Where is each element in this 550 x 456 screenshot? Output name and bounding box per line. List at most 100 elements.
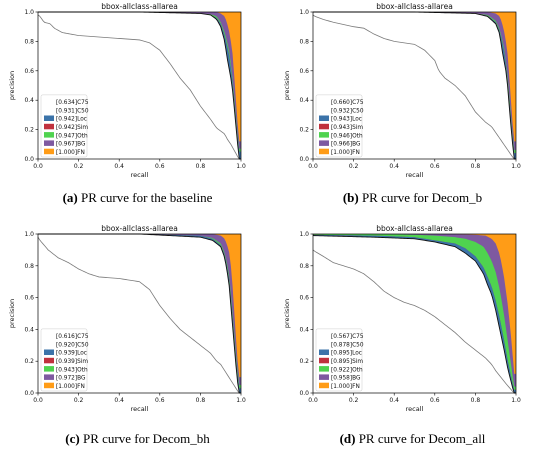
y-tick-label: 1.0 (24, 9, 34, 16)
y-tick-label: 0.6 (299, 295, 309, 302)
pr-chart-c: bbox-allclass-allarea 0.0 0.2 0.4 0.6 0.8 1.0 0… (8, 224, 246, 413)
legend-label-c75: [0.616]C75 (56, 334, 89, 340)
legend-swatch-loc (319, 349, 329, 355)
legend-label-c75: [0.567]C75 (331, 334, 364, 340)
legend-swatch-sim (44, 357, 54, 364)
legend-label-sim: [0.943]Sim (331, 125, 363, 131)
x-tick-label: 0.4 (114, 163, 124, 170)
legend-swatch-bg (44, 374, 54, 380)
legend-label-oth: [0.922]Oth (331, 367, 363, 373)
caption-b-letter: (b) (342, 190, 359, 205)
x-tick-label: 0.2 (349, 397, 359, 404)
line-c75 (37, 236, 241, 394)
x-tick-label: 0.8 (196, 163, 206, 170)
y-tick-label: 0.6 (24, 295, 34, 302)
legend-swatch-sim (319, 357, 329, 364)
legend-swatch-oth (44, 366, 54, 372)
legend-swatch-c75 (43, 332, 55, 339)
legend-label-fn: [1.000]FN (56, 150, 85, 156)
legend-label-sim: [0.942]Sim (56, 125, 88, 131)
legend-label-loc: [0.939]Loc (56, 351, 87, 357)
y-axis-label: precision (283, 71, 291, 100)
y-tick-label: 1.0 (299, 9, 309, 16)
y-tick-label: 0.4 (299, 326, 309, 333)
x-tick-label: 1.0 (511, 397, 521, 404)
y-tick-label: 0.2 (24, 127, 34, 134)
legend-swatch-bg (319, 374, 329, 380)
x-axis-label: recall (131, 171, 149, 179)
x-tick-label: 0.4 (114, 397, 124, 404)
x-tick-label: 0.2 (74, 397, 84, 404)
legend-label-bg: [0.967]BG (56, 142, 86, 148)
legend-swatch-sim (44, 123, 54, 130)
legend-swatch-fn (319, 382, 329, 389)
legend-swatch-fn (44, 148, 54, 155)
caption-d-letter: (d) (339, 431, 356, 446)
legend-label-sim: [0.895]Sim (331, 359, 363, 365)
line-c75 (312, 14, 516, 160)
x-axis-label: recall (131, 405, 149, 413)
legend-swatch-sim (319, 123, 329, 130)
legend-label-c50: [0.932]C50 (331, 108, 364, 114)
line-c75 (37, 14, 241, 160)
y-tick-label: 0.2 (24, 358, 34, 365)
legend-label-oth: [0.947]Oth (56, 133, 88, 139)
x-tick-label: 0.2 (349, 163, 359, 170)
x-tick-label: 0.0 (308, 163, 318, 170)
line-c50 (312, 235, 516, 394)
x-tick-label: 0.0 (33, 163, 43, 170)
plot-frame (37, 11, 242, 160)
legend-swatch-loc (44, 115, 54, 121)
legend-swatch-c50 (43, 340, 55, 348)
y-axis-label: precision (283, 299, 291, 328)
chart-title: bbox-allclass-allarea (101, 2, 178, 11)
pr-chart-b: bbox-allclass-allarea 0.0 0.2 0.4 0.6 0.8 1.0 0… (283, 2, 521, 179)
y-tick-label: 0.0 (24, 390, 34, 397)
legend-swatch-loc (319, 115, 329, 121)
legend-swatch-bg (44, 140, 54, 146)
caption-a: (a) PR curve for the baseline (0, 190, 275, 206)
area-c75 (38, 237, 241, 393)
y-tick-label: 0.2 (299, 127, 309, 134)
x-tick-label: 0.6 (430, 397, 440, 404)
chart-panel-b: bbox-allclass-allarea 0.0 0.2 0.4 0.6 0.8 1.0 0… (275, 0, 550, 185)
chart-panel-a: bbox-allclass-allarea 0.0 0.2 0.4 0.6 0.8 1.0 0… (0, 0, 275, 185)
y-tick-label: 0.2 (299, 358, 309, 365)
legend-label-c50: [0.920]C50 (56, 342, 89, 348)
legend-label-sim: [0.939]Sim (56, 359, 88, 365)
legend-label-c75: [0.660]C75 (331, 100, 364, 106)
plot-frame (37, 233, 242, 394)
x-tick-label: 1.0 (236, 163, 246, 170)
legend-swatch-loc (44, 349, 54, 355)
area-c75 (313, 14, 516, 159)
y-axis-label: precision (8, 71, 16, 100)
y-tick-label: 1.0 (24, 231, 34, 238)
legend-label-bg: [0.972]BG (56, 376, 86, 382)
y-axis-label: precision (8, 299, 16, 328)
x-tick-label: 0.6 (430, 163, 440, 170)
line-c75 (312, 249, 516, 394)
x-axis-label: recall (406, 171, 424, 179)
y-tick-label: 0.8 (299, 38, 309, 45)
plot-frame (312, 233, 517, 394)
y-tick-label: 1.0 (299, 231, 309, 238)
legend-label-loc: [0.943]Loc (331, 117, 362, 123)
y-tick-label: 0.4 (299, 97, 309, 104)
legend-label-c50: [0.931]C50 (56, 108, 89, 114)
caption-a-text: PR curve for the baseline (81, 190, 213, 205)
pr-chart-a: bbox-allclass-allarea 0.0 0.2 0.4 0.6 0.8 1.0 0… (8, 2, 246, 179)
x-tick-label: 0.4 (389, 163, 399, 170)
x-tick-label: 0.0 (33, 397, 43, 404)
legend-label-fn: [1.000]FN (56, 384, 85, 390)
legend-swatch-oth (44, 132, 54, 138)
legend-swatch-c50 (318, 340, 330, 348)
x-tick-label: 0.6 (155, 163, 165, 170)
pr-chart-d: bbox-allclass-allarea 0.0 0.2 0.4 0.6 0.8 1.0 0… (283, 224, 521, 413)
caption-d: (d) PR curve for Decom_all (275, 431, 550, 447)
chart-title: bbox-allclass-allarea (376, 224, 453, 233)
legend-swatch-c50 (43, 106, 55, 114)
chart-panel-d: bbox-allclass-allarea 0.0 0.2 0.4 0.6 0.8 1.0 0… (275, 222, 550, 419)
y-tick-label: 0.8 (24, 263, 34, 270)
y-tick-label: 0.6 (24, 68, 34, 75)
legend-swatch-fn (319, 148, 329, 155)
